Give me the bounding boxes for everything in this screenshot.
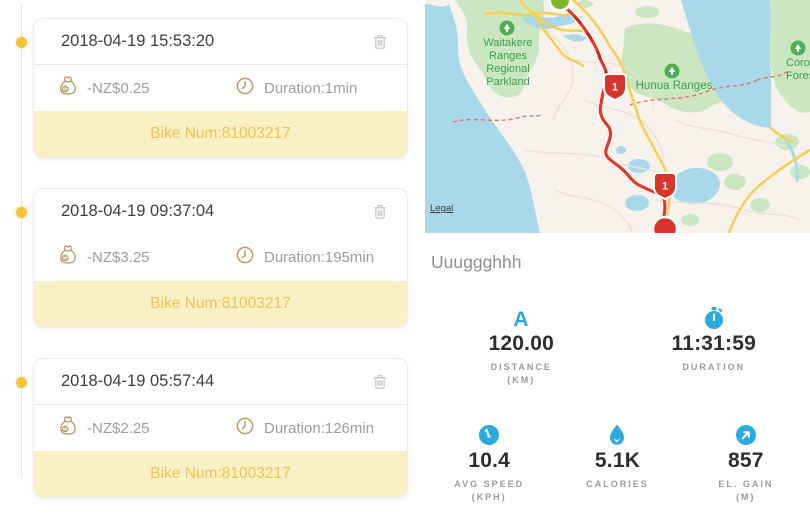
svg-text:$: $ <box>64 256 67 262</box>
ride-datetime: 2018-04-19 15:53:20 <box>61 32 215 50</box>
svg-text:A: A <box>514 308 529 330</box>
timeline-dot <box>16 206 27 218</box>
bike-number-band: Bike Num:81003217 <box>34 281 407 327</box>
ride-datetime: 2018-04-19 09:37:04 <box>61 202 215 220</box>
bike-number-band: Bike Num:81003217 <box>34 451 407 497</box>
trash-icon <box>372 374 388 394</box>
svg-text:Parkland: Parkland <box>486 76 529 88</box>
stat-label-line1: AVG SPEED <box>454 479 525 489</box>
start-pin-green <box>548 0 572 12</box>
end-pin-red <box>651 215 679 233</box>
money-bag-icon: $ <box>58 415 78 441</box>
stat-duration: 11:31:59 DURATION <box>618 306 810 387</box>
ride-card[interactable]: 2018-04-19 05:57:44 <box>33 358 408 498</box>
ride-route-line <box>557 0 668 227</box>
stopwatch-icon <box>618 306 810 332</box>
svg-text:$: $ <box>64 87 67 93</box>
minor-roads <box>524 29 801 233</box>
ride-card-header: 2018-04-19 09:37:04 <box>34 189 407 234</box>
elevation-icon <box>682 423 810 449</box>
svg-text:1: 1 <box>612 82 618 94</box>
svg-text:Forest Park: Forest Park <box>786 70 810 82</box>
stat-avg-speed: 10.4 AVG SPEED (KPH) <box>425 423 553 504</box>
ride-card-meta: $ -NZ$3.25 Duration:195min <box>34 234 407 280</box>
map-legal-link[interactable]: Legal <box>430 203 454 214</box>
stat-calories: 5.1K CALORIES <box>553 423 681 504</box>
scenic-roads <box>452 71 788 123</box>
ride-card[interactable]: 2018-04-19 15:53:20 <box>33 18 408 158</box>
delete-ride-button[interactable] <box>372 203 388 221</box>
flame-icon <box>553 423 681 449</box>
stat-label-line1: DURATION <box>682 362 746 372</box>
ride-card-header: 2018-04-19 15:53:20 <box>34 19 407 64</box>
ride-datetime: 2018-04-19 05:57:44 <box>61 372 215 390</box>
speedometer-icon <box>425 423 553 449</box>
stat-label-line2: (M) <box>736 492 756 502</box>
stat-label-line1: EL. GAIN <box>718 479 774 489</box>
map-label-hunua: Hunua Ranges <box>636 80 713 92</box>
ride-card-meta: $ -NZ$2.25 Duration:126min <box>34 404 407 451</box>
map-canvas: Waitakere Ranges Regional Parkland Hunua… <box>425 0 810 233</box>
ride-amount: -NZ$2.25 <box>87 419 150 437</box>
clock-icon <box>235 76 255 100</box>
timeline-dot <box>16 36 27 48</box>
ride-title: Uuuggghhh <box>431 252 522 272</box>
water-areas <box>425 0 771 233</box>
park-tree-icon <box>499 20 806 79</box>
stats-row-1: A 120.00 DISTANCE (KM) 11:31 <box>425 306 810 387</box>
ride-duration: Duration:1min <box>264 79 358 97</box>
map-label-waitakere: Waitakere <box>483 37 532 49</box>
delete-ride-button[interactable] <box>372 33 388 51</box>
stats-row-2: 10.4 AVG SPEED (KPH) 5.1K CALORIES <box>425 423 810 504</box>
ride-amount: -NZ$0.25 <box>87 79 150 97</box>
stat-elevation-gain: 857 EL. GAIN (M) <box>682 423 810 504</box>
map-label-coromandel: Coromandel <box>786 57 810 69</box>
delete-ride-button[interactable] <box>372 373 388 391</box>
svg-text:1: 1 <box>662 181 668 193</box>
money-bag-icon: $ <box>58 244 78 270</box>
clock-icon <box>235 416 255 440</box>
ride-card[interactable]: 2018-04-19 09:37:04 <box>33 188 408 328</box>
trash-icon <box>372 34 388 54</box>
trash-icon <box>372 204 388 224</box>
money-bag-icon: $ <box>58 75 78 101</box>
stat-value: 10.4 <box>468 449 510 472</box>
stat-value: 120.00 <box>488 332 554 355</box>
stat-label-line1: CALORIES <box>586 479 649 489</box>
svg-text:Regional: Regional <box>486 63 529 75</box>
timeline-dot <box>16 376 27 388</box>
ride-card-meta: $ -NZ$0.25 Duration:1min <box>34 64 407 111</box>
stat-label-line2: (KPH) <box>471 492 507 502</box>
stat-value: 857 <box>728 449 764 472</box>
bike-number-band: Bike Num:81003217 <box>34 111 407 157</box>
ride-duration: Duration:126min <box>264 419 375 437</box>
route-map[interactable]: Waitakere Ranges Regional Parkland Hunua… <box>425 0 810 233</box>
stat-label-line2: (KM) <box>507 375 536 385</box>
stat-value: 11:31:59 <box>671 332 756 355</box>
highway-1-shield: 1 1 <box>603 73 677 201</box>
svg-text:$: $ <box>64 427 67 433</box>
stat-value: 5.1K <box>594 449 641 472</box>
distance-icon: A <box>425 306 618 332</box>
clock-icon <box>235 245 255 269</box>
stat-label-line1: DISTANCE <box>490 362 552 372</box>
svg-text:Ranges: Ranges <box>489 50 527 62</box>
ride-duration: Duration:195min <box>264 248 375 266</box>
timeline-line <box>21 4 22 478</box>
stat-distance: A 120.00 DISTANCE (KM) <box>425 306 618 387</box>
ride-card-header: 2018-04-19 05:57:44 <box>34 359 407 404</box>
ride-amount: -NZ$3.25 <box>87 248 150 266</box>
map-place-labels: Waitakere Ranges Regional Parkland Hunua… <box>483 37 810 92</box>
